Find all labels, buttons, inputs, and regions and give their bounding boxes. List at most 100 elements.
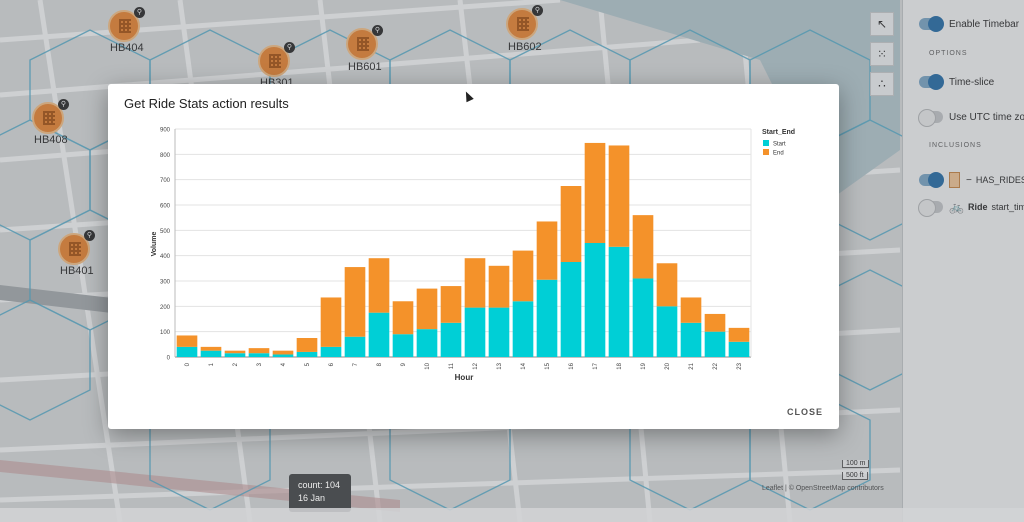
bar-end-0[interactable] xyxy=(176,335,198,347)
legend-title: Start_End xyxy=(762,129,795,136)
ride-toggle[interactable] xyxy=(918,199,943,217)
bar-start-16[interactable] xyxy=(560,262,582,357)
bar-end-15[interactable] xyxy=(536,221,558,280)
bar-end-19[interactable] xyxy=(632,215,654,279)
x-tick-label: 15 xyxy=(545,362,551,369)
bar-start-17[interactable] xyxy=(584,243,606,357)
bar-end-3[interactable] xyxy=(248,348,270,354)
x-tick-label: 19 xyxy=(641,362,647,369)
tooltip-date: 16 Jan xyxy=(298,493,326,503)
x-tick-label: 20 xyxy=(665,362,671,369)
bar-end-16[interactable] xyxy=(560,186,582,262)
has-rides-label: HAS_RIDES xyxy=(975,175,1024,185)
bar-end-11[interactable] xyxy=(440,286,462,323)
bar-start-21[interactable] xyxy=(680,322,702,357)
bar-end-17[interactable] xyxy=(584,142,606,243)
bar-start-10[interactable] xyxy=(416,329,438,357)
x-tick-label: 17 xyxy=(593,362,599,369)
options-heading: OPTIONS xyxy=(929,50,968,57)
y-tick-label: 700 xyxy=(160,178,171,184)
x-tick-label: 14 xyxy=(521,362,527,369)
hub-marker[interactable]: ⚲ xyxy=(32,99,69,134)
bar-end-10[interactable] xyxy=(416,288,438,330)
ride-label: Ride xyxy=(967,202,988,212)
bar-end-8[interactable] xyxy=(368,258,390,313)
enable-timebar-toggle[interactable] xyxy=(919,16,944,32)
x-axis-label: Hour xyxy=(455,373,474,382)
bar-end-6[interactable] xyxy=(320,297,342,347)
x-tick-label: 18 xyxy=(617,362,623,369)
hub-label: HB408 xyxy=(34,134,68,146)
pointer-icon[interactable]: ↖ xyxy=(870,12,894,36)
scatter-icon[interactable]: ∴ xyxy=(870,72,894,96)
grid-select-icon[interactable]: ⁙ xyxy=(870,42,894,66)
hub-marker[interactable]: ⚲ xyxy=(346,25,383,60)
legend-swatch-end xyxy=(763,149,769,155)
relation-dash-icon: − xyxy=(966,174,972,186)
chart-grid xyxy=(174,128,752,358)
close-button[interactable]: CLOSE xyxy=(786,407,823,417)
bar-end-23[interactable] xyxy=(728,327,750,342)
bar-end-21[interactable] xyxy=(680,297,702,323)
timebar[interactable] xyxy=(0,508,1024,522)
bike-badge-icon: ⚲ xyxy=(58,99,69,110)
bar-start-6[interactable] xyxy=(320,346,342,357)
bar-end-20[interactable] xyxy=(656,263,678,307)
bar-end-14[interactable] xyxy=(512,250,534,302)
bar-start-19[interactable] xyxy=(632,278,654,357)
bar-end-1[interactable] xyxy=(200,346,222,351)
ride-row: 🚲 Ride start_tim xyxy=(918,199,1024,217)
bar-start-20[interactable] xyxy=(656,306,678,357)
bar-start-7[interactable] xyxy=(344,336,366,357)
bar-end-22[interactable] xyxy=(704,313,726,332)
bar-start-11[interactable] xyxy=(440,322,462,357)
y-tick-label: 200 xyxy=(160,305,171,311)
y-tick-label: 400 xyxy=(160,254,171,260)
bar-end-13[interactable] xyxy=(488,265,510,308)
bar-start-18[interactable] xyxy=(608,246,630,357)
hub-marker[interactable]: ⚲ xyxy=(58,230,95,265)
bar-start-8[interactable] xyxy=(368,312,390,357)
bar-end-4[interactable] xyxy=(272,350,294,355)
x-tick-label: 5 xyxy=(305,362,311,366)
side-panel: Enable Timebar OPTIONS Time-slice Use UT… xyxy=(902,0,1024,522)
bicycle-icon: 🚲 xyxy=(949,200,964,214)
utc-label: Use UTC time zo xyxy=(949,111,1024,123)
bar-start-22[interactable] xyxy=(704,331,726,357)
hub-marker[interactable]: ⚲ xyxy=(108,7,145,42)
bike-badge-icon: ⚲ xyxy=(84,230,95,241)
bar-start-5[interactable] xyxy=(296,351,318,357)
bar-end-9[interactable] xyxy=(392,301,414,335)
time-slice-row: Time-slice xyxy=(919,74,994,90)
bar-end-18[interactable] xyxy=(608,145,630,247)
x-tick-label: 13 xyxy=(497,362,503,369)
bar-end-5[interactable] xyxy=(296,338,318,352)
bar-start-3[interactable] xyxy=(248,353,270,357)
bar-start-13[interactable] xyxy=(488,307,510,357)
scale-metric: 100 m xyxy=(842,460,870,468)
hub-marker[interactable]: ⚲ xyxy=(506,5,543,40)
bar-start-2[interactable] xyxy=(224,353,246,357)
bar-start-15[interactable] xyxy=(536,279,558,357)
hub-marker[interactable]: ⚲ xyxy=(258,42,295,77)
y-tick-label: 900 xyxy=(160,128,171,134)
x-tick-label: 0 xyxy=(185,362,191,366)
bar-start-12[interactable] xyxy=(464,307,486,357)
x-tick-label: 9 xyxy=(401,362,407,366)
bar-start-0[interactable] xyxy=(176,346,198,357)
x-tick-label: 2 xyxy=(233,362,239,366)
bar-start-1[interactable] xyxy=(200,350,222,357)
bar-start-9[interactable] xyxy=(392,334,414,357)
bar-start-4[interactable] xyxy=(272,354,294,357)
utc-toggle[interactable] xyxy=(918,109,943,127)
time-slice-toggle[interactable] xyxy=(919,74,944,90)
bar-start-23[interactable] xyxy=(728,341,750,357)
bar-end-2[interactable] xyxy=(224,350,246,354)
has-rides-toggle[interactable] xyxy=(919,172,944,188)
bar-end-12[interactable] xyxy=(464,258,486,308)
bar-end-7[interactable] xyxy=(344,267,366,337)
bar-start-14[interactable] xyxy=(512,301,534,357)
bike-badge-icon: ⚲ xyxy=(372,25,383,36)
y-tick-label: 600 xyxy=(160,204,171,210)
